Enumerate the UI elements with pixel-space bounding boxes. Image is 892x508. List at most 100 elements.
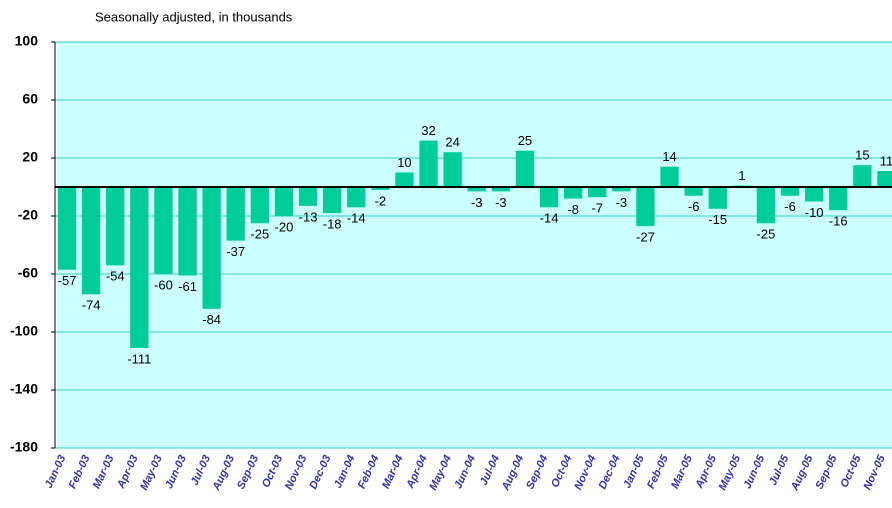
- data-label: -16: [829, 214, 848, 229]
- bar: [756, 187, 776, 224]
- data-label: -14: [347, 211, 366, 226]
- chart-subtitle: Seasonally adjusted, in thousands: [95, 9, 293, 24]
- x-tick-label: Sep-05: [813, 453, 839, 492]
- y-tick-label: 20: [22, 149, 38, 165]
- y-tick-label: -20: [18, 207, 38, 223]
- data-label: 15: [855, 148, 869, 163]
- bar: [250, 187, 270, 224]
- data-label: -37: [226, 244, 245, 259]
- data-label: -6: [784, 199, 796, 214]
- x-tick-label: Mar-05: [669, 453, 695, 491]
- bar: [804, 187, 824, 202]
- bar: [829, 187, 848, 211]
- x-tick-label: Jul-05: [767, 453, 792, 488]
- data-label: -3: [616, 195, 628, 210]
- x-tick-label: May-03: [138, 453, 165, 492]
- x-tick-label: Feb-03: [67, 453, 93, 490]
- x-tick-label: Jan-03: [43, 453, 69, 490]
- bar: [539, 187, 559, 208]
- x-tick-label: May-05: [717, 453, 744, 493]
- data-label: -2: [375, 193, 387, 208]
- bar: [684, 187, 703, 196]
- data-label: -74: [82, 298, 101, 313]
- x-tick-label: Nov-04: [572, 453, 598, 491]
- x-tick-label: Oct-04: [549, 453, 574, 489]
- x-tick-label: Oct-03: [260, 453, 285, 489]
- data-label: -7: [591, 201, 603, 216]
- y-tick-label: -180: [10, 439, 38, 455]
- bar: [636, 187, 655, 227]
- bar: [322, 187, 342, 214]
- data-label: -14: [540, 211, 559, 226]
- data-label: 1: [738, 168, 745, 183]
- bar: [347, 187, 366, 208]
- x-tick-label: Apr-05: [693, 453, 719, 491]
- data-label: 32: [421, 123, 435, 138]
- x-tick-label: Jun-05: [741, 453, 767, 491]
- x-tick-label: Dec-04: [597, 453, 623, 491]
- bar: [467, 187, 486, 192]
- x-tick-label: Nov-03: [283, 453, 309, 491]
- bar: [877, 171, 892, 187]
- bar: [178, 187, 197, 276]
- data-label: -10: [805, 205, 824, 220]
- data-label: -27: [636, 230, 655, 245]
- y-tick-label: -140: [10, 381, 38, 397]
- bar: [226, 187, 245, 241]
- bar: [660, 166, 679, 187]
- data-label: -15: [708, 212, 727, 227]
- y-tick-label: 100: [15, 33, 39, 49]
- data-label: -84: [202, 312, 221, 327]
- data-label: -25: [757, 227, 776, 242]
- bar: [57, 187, 77, 270]
- data-label: 14: [662, 149, 676, 164]
- bar: [298, 187, 318, 206]
- bar: [443, 152, 462, 187]
- bar: [395, 172, 414, 187]
- x-tick-label: Jul-04: [478, 453, 502, 487]
- bar: [515, 150, 535, 187]
- x-tick-label: Jun-04: [452, 453, 478, 490]
- x-tick-label: Mar-03: [91, 453, 117, 490]
- x-tick-label: Aug-05: [788, 453, 815, 494]
- x-tick-label: Aug-04: [499, 453, 526, 493]
- bar: [371, 187, 390, 190]
- bar: [780, 187, 800, 196]
- bar: [81, 187, 101, 295]
- x-tick-label: Jun-03: [163, 453, 189, 490]
- bar: [419, 140, 438, 187]
- bar: [853, 165, 872, 187]
- data-label: -8: [567, 202, 579, 217]
- bar: [202, 187, 221, 309]
- data-label: -3: [495, 195, 507, 210]
- x-tick-label: Dec-03: [307, 453, 333, 491]
- data-label: -25: [250, 227, 269, 242]
- y-tick-label: -100: [10, 323, 38, 339]
- x-tick-label: Apr-04: [404, 453, 430, 491]
- x-tick-label: May-04: [427, 453, 454, 492]
- data-label: -111: [127, 351, 151, 366]
- x-tick-label: Jul-03: [189, 453, 213, 487]
- x-tick-label: Apr-03: [115, 453, 141, 491]
- x-tick-label: Nov-05: [861, 453, 888, 492]
- data-label: 11: [880, 153, 892, 168]
- data-label: -18: [323, 217, 342, 232]
- bar: [612, 187, 631, 192]
- x-tick-label: Oct-05: [838, 453, 864, 490]
- data-label: -3: [471, 195, 483, 210]
- bar: [154, 187, 173, 274]
- bar: [491, 187, 511, 192]
- data-label: -6: [688, 199, 700, 214]
- data-label: 10: [397, 155, 411, 170]
- bar: [563, 187, 583, 199]
- data-label: -13: [299, 209, 318, 224]
- data-label: -60: [154, 277, 173, 292]
- x-tick-label: Feb-04: [356, 453, 382, 490]
- bar: [106, 187, 125, 266]
- x-tick-label: Jan-05: [621, 453, 647, 490]
- bar: [274, 187, 294, 216]
- x-tick-label: Jan-04: [332, 453, 358, 490]
- x-tick-label: Feb-05: [645, 453, 671, 491]
- bar: [130, 187, 149, 348]
